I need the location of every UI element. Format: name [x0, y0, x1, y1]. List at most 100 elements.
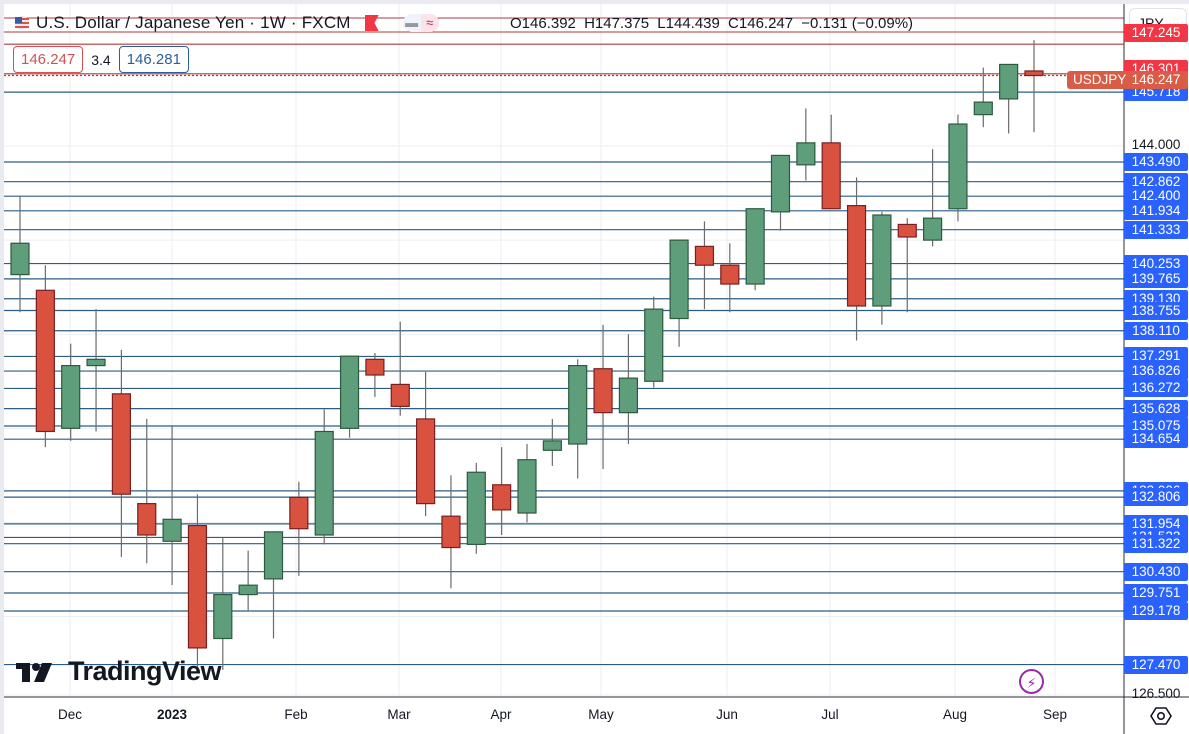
- candle[interactable]: [416, 418, 436, 505]
- candle[interactable]: [720, 264, 740, 285]
- spread-value: 3.4: [91, 51, 111, 68]
- candle[interactable]: [694, 245, 715, 266]
- buy-button[interactable]: 146.281: [118, 46, 189, 73]
- candle[interactable]: [466, 471, 486, 545]
- price-level-label: 141.333: [1124, 220, 1188, 239]
- candle[interactable]: [86, 358, 106, 367]
- minus-icon[interactable]: ▬: [405, 15, 419, 30]
- high-value: H147.375: [584, 15, 650, 32]
- candle[interactable]: [948, 123, 968, 210]
- candle[interactable]: [314, 430, 334, 536]
- bid-ask-panel: 146.247 3.4 146.281: [13, 46, 189, 73]
- indicator-toggle[interactable]: ▬ ≈: [402, 14, 439, 32]
- candle[interactable]: [390, 383, 410, 407]
- time-tick-label: Feb: [284, 707, 308, 722]
- candle[interactable]: [542, 440, 562, 451]
- time-tick-label: Jun: [716, 707, 738, 722]
- candle[interactable]: [441, 515, 461, 549]
- candle[interactable]: [365, 358, 385, 376]
- candle[interactable]: [517, 459, 537, 514]
- price-level-label: 132.806: [1124, 488, 1188, 507]
- candle[interactable]: [10, 242, 30, 276]
- price-level-label: 134.654: [1124, 430, 1188, 449]
- price-level-label: 140.253: [1124, 254, 1188, 273]
- time-tick-label: Dec: [57, 707, 83, 722]
- flag-icon[interactable]: [364, 15, 379, 31]
- time-tick-label: May: [588, 707, 614, 722]
- price-level-label: 129.178: [1124, 601, 1188, 620]
- price-level-label: 129.751: [1124, 583, 1188, 602]
- candle[interactable]: [111, 393, 132, 495]
- candle[interactable]: [973, 101, 993, 116]
- price-level-label: 142.400: [1124, 187, 1188, 206]
- logo-text: TradingView: [68, 656, 222, 686]
- tradingview-logo-icon: [16, 662, 52, 682]
- candle[interactable]: [339, 355, 360, 429]
- time-tick-label: Aug: [942, 707, 968, 722]
- candle[interactable]: [821, 142, 841, 210]
- lightning-icon[interactable]: ⚡: [1019, 669, 1044, 694]
- price-level-label: 130.430: [1124, 562, 1188, 581]
- candle[interactable]: [35, 289, 55, 433]
- candle[interactable]: [289, 496, 309, 530]
- open-value: O146.392: [510, 15, 576, 32]
- time-tick-label: 2023: [156, 707, 188, 722]
- change-value: −0.131 (−0.09%): [801, 15, 914, 32]
- candle[interactable]: [644, 308, 664, 382]
- price-level-label: 138.110: [1124, 321, 1188, 340]
- candle[interactable]: [770, 154, 791, 213]
- candle[interactable]: [872, 214, 892, 307]
- tradingview-logo[interactable]: TradingView: [16, 656, 222, 687]
- price-level-label: 139.765: [1124, 269, 1188, 288]
- candle[interactable]: [187, 524, 208, 649]
- symbol-title[interactable]: U.S. Dollar / Japanese Yen · 1W · FXCM: [36, 13, 351, 32]
- candle[interactable]: [922, 217, 943, 241]
- price-level-label: 131.322: [1124, 534, 1188, 553]
- us-flag-icon: [15, 16, 29, 30]
- ohlc-values: O146.392 H147.375 L144.439 C146.247 −0.1…: [510, 15, 917, 32]
- candle[interactable]: [897, 223, 917, 238]
- time-tick-label: Apr: [490, 707, 512, 722]
- price-level-label: 141.934: [1124, 201, 1188, 220]
- candle[interactable]: [796, 142, 816, 166]
- candle[interactable]: [568, 364, 588, 445]
- candle[interactable]: [1024, 70, 1044, 77]
- candle[interactable]: [999, 63, 1019, 100]
- candle[interactable]: [263, 531, 284, 580]
- candle[interactable]: [745, 208, 765, 285]
- settings-icon[interactable]: [1150, 705, 1172, 727]
- candle[interactable]: [213, 593, 233, 640]
- price-tick-label: 144.000: [1131, 137, 1181, 152]
- price-level-label: 136.272: [1124, 379, 1188, 398]
- price-level-label: 135.628: [1124, 399, 1188, 418]
- candle[interactable]: [137, 503, 157, 536]
- low-value: L144.439: [657, 15, 720, 32]
- price-level-label: 137.291: [1124, 347, 1188, 366]
- time-tick-label: Jul: [821, 707, 839, 722]
- price-level-label: 131.954: [1124, 514, 1188, 533]
- sell-button[interactable]: 146.247: [13, 46, 84, 73]
- candle[interactable]: [492, 484, 512, 511]
- time-tick-label: Mar: [387, 707, 411, 722]
- price-level-label: 136.826: [1124, 362, 1188, 381]
- candle[interactable]: [618, 377, 639, 414]
- chevron-down-icon: ⌄: [1171, 17, 1180, 29]
- price-level-label: 138.755: [1124, 301, 1188, 320]
- price-level-label: 127.470: [1124, 655, 1188, 674]
- candle[interactable]: [846, 205, 867, 307]
- price-level-label: 143.490: [1124, 152, 1188, 171]
- left-border: [0, 0, 4, 734]
- wave-icon[interactable]: ≈: [420, 14, 439, 32]
- candle[interactable]: [162, 518, 182, 542]
- top-border: [0, 0, 1189, 4]
- symbol-price-tag: USDJPY: [1067, 71, 1133, 90]
- candle[interactable]: [669, 239, 689, 320]
- candle[interactable]: [61, 364, 81, 429]
- candle[interactable]: [593, 368, 613, 414]
- symbol-legend: U.S. Dollar / Japanese Yen · 1W · FXCM ▬…: [14, 13, 439, 33]
- price-tick-label: 126.500: [1131, 685, 1181, 701]
- candle[interactable]: [238, 584, 258, 596]
- time-tick-label: Sep: [1042, 707, 1068, 722]
